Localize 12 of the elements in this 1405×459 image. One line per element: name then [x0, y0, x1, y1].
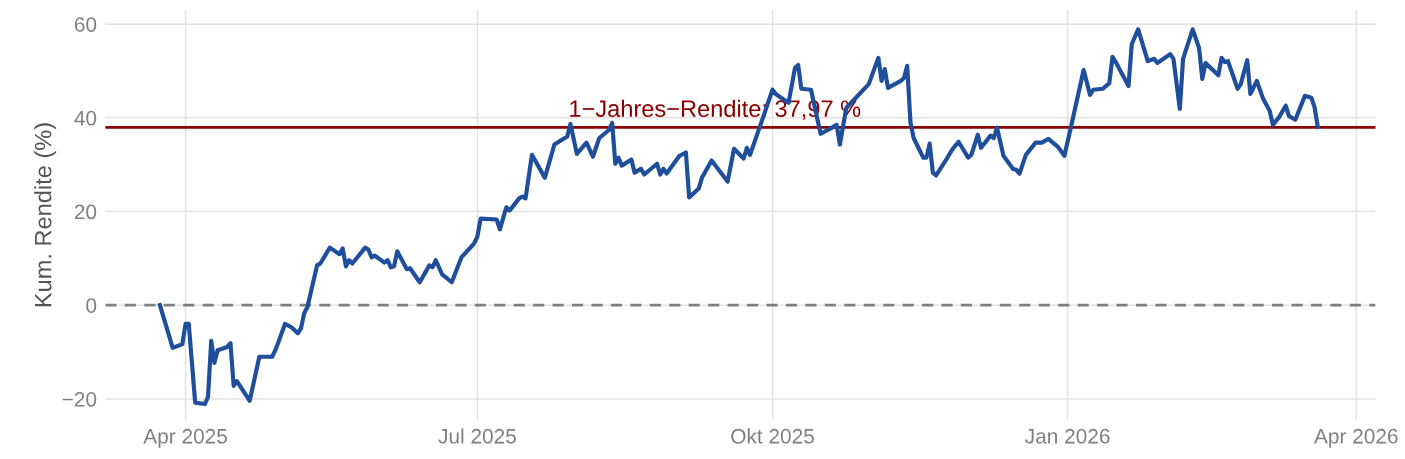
y-tick-label: −20: [62, 391, 97, 407]
y-tick-label: 20: [74, 204, 97, 220]
x-tick-label: Apr 2026: [1314, 428, 1398, 448]
y-axis-title: Kum. Rendite (%): [34, 123, 57, 307]
line-series: [157, 27, 1320, 407]
x-tick-label: Okt 2025: [731, 428, 814, 444]
x-tick-label: Apr 2025: [143, 428, 227, 448]
x-tick-label: Jul 2025: [438, 428, 516, 444]
x-tick-label: Jan 2026: [1025, 428, 1110, 444]
y-tick-label: 40: [74, 110, 97, 126]
y-tick-label: 0: [86, 298, 97, 313]
y-tick-label: 60: [74, 17, 97, 32]
